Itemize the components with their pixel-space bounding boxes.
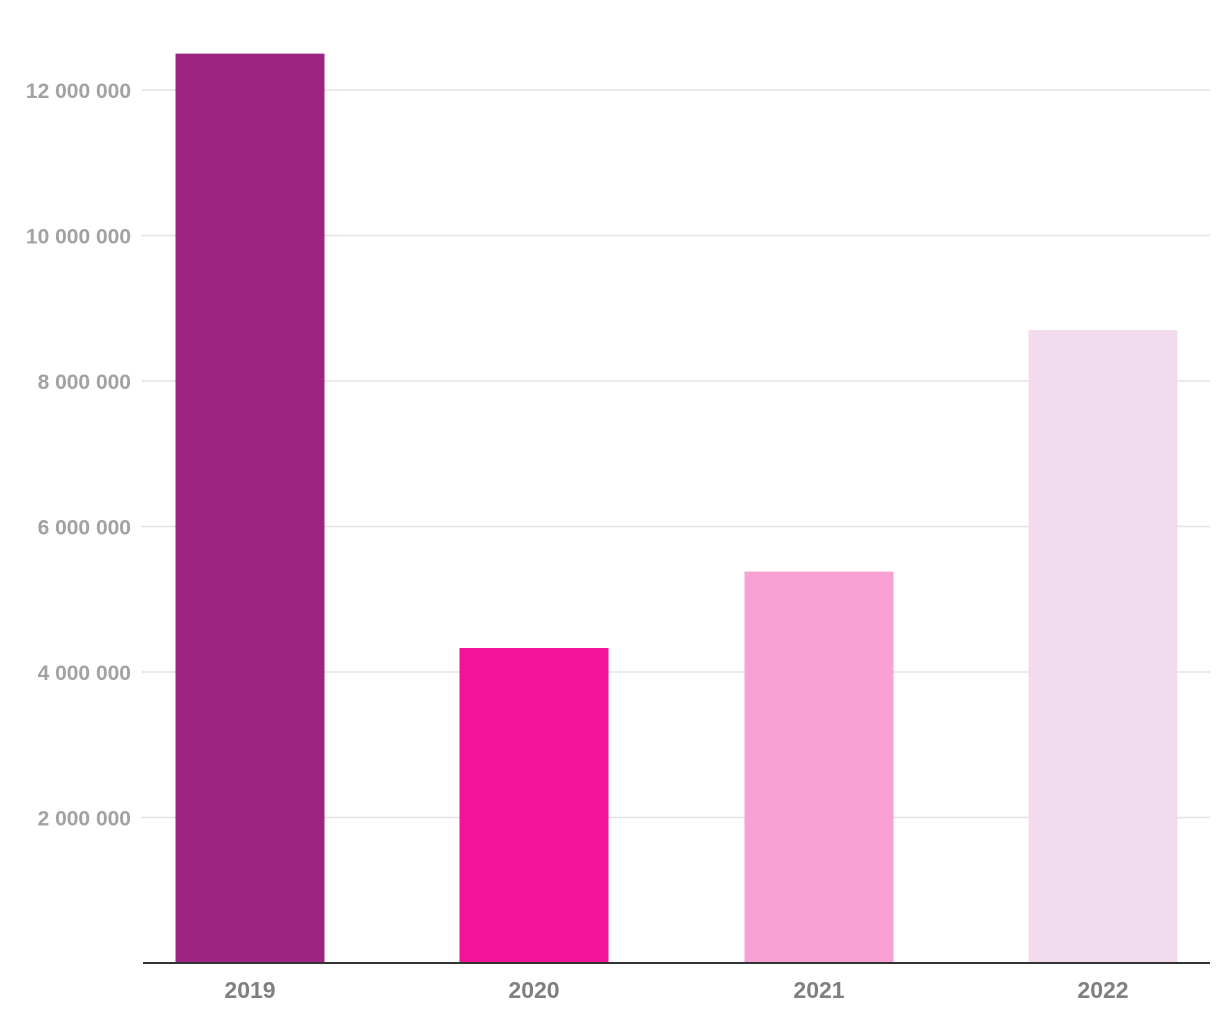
y-tick-label: 2 000 000	[38, 808, 131, 831]
y-tick-label: 10 000 000	[26, 226, 131, 249]
bar-2022	[1028, 330, 1178, 963]
bar-2020	[459, 647, 609, 963]
x-tick-label: 2022	[1077, 977, 1128, 1003]
bar-2019	[175, 53, 325, 963]
x-tick-label: 2021	[793, 977, 844, 1003]
x-tick-label: 2019	[224, 977, 275, 1003]
axes: 2 000 000 4 000 000 6 000 000 8 000 000 10 0…	[26, 80, 1210, 1003]
y-tick-label: 4 000 000	[38, 662, 131, 685]
y-tick-label: 8 000 000	[38, 371, 131, 394]
y-tick-label: 12 000 000	[26, 80, 131, 103]
bar-2021	[744, 571, 894, 963]
bars	[175, 53, 1178, 963]
x-tick-label: 2020	[508, 977, 559, 1003]
y-tick-label: 6 000 000	[38, 517, 131, 540]
